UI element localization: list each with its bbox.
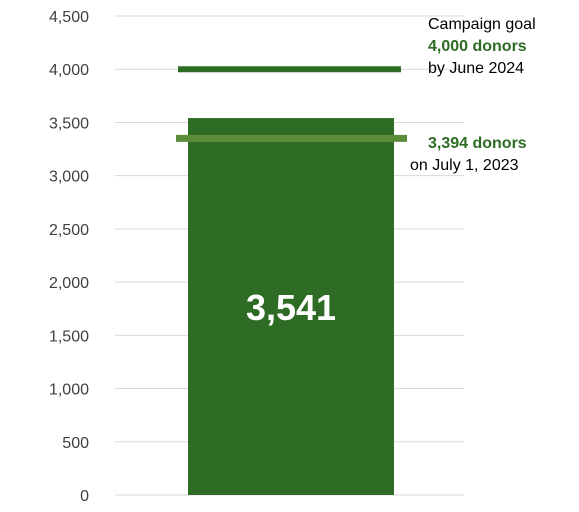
reference-lines [176, 66, 407, 142]
y-tick-label: 3,000 [49, 169, 89, 186]
y-tick-label: 3,500 [49, 115, 89, 132]
baseline-annotation-date: on July 1, 2023 [410, 157, 519, 174]
y-tick-label: 0 [80, 488, 89, 505]
goal-annotation-date: by June 2024 [428, 60, 525, 77]
baseline-annotation-value: 3,394 donors [428, 135, 527, 152]
baseline-annotation: 3,394 donors on July 1, 2023 [410, 133, 527, 177]
y-tick-label: 2,000 [49, 275, 89, 292]
bars [188, 118, 394, 495]
goal-annotation-line1: Campaign goal [428, 16, 536, 33]
y-tick-label: 500 [62, 435, 89, 452]
bar [188, 118, 394, 495]
bar-value-label: 3,541 [246, 287, 336, 328]
goal-annotation: Campaign goal 4,000 donors by June 2024 [428, 14, 536, 80]
goal-annotation-value: 4,000 donors [428, 38, 527, 55]
y-tick-label: 4,500 [49, 9, 89, 26]
y-axis-tick-labels: 0 500 1,000 1,500 2,000 2,500 3,000 3,500 4,000 4… [49, 9, 89, 505]
y-tick-label: 1,000 [49, 382, 89, 399]
y-tick-label: 4,000 [49, 62, 89, 79]
y-tick-label: 2,500 [49, 222, 89, 239]
y-tick-label: 1,500 [49, 328, 89, 345]
